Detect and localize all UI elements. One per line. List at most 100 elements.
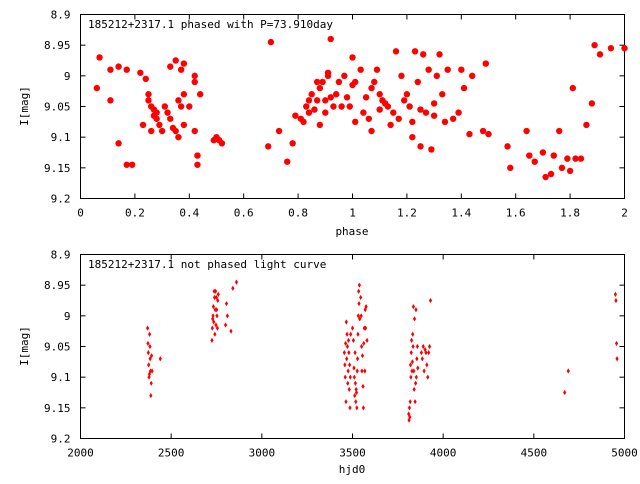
unphased-data-point (344, 319, 348, 325)
phased-data-point (542, 173, 549, 181)
phased-data-point (172, 57, 179, 64)
phased-x-tick-label: 0.2 (125, 207, 145, 220)
phased-data-point (468, 72, 476, 80)
phased-data-point (267, 38, 275, 46)
phased-data-point (371, 78, 378, 86)
phased-data-point (368, 127, 375, 135)
unphased-data-point (357, 300, 361, 307)
phased-data-point (482, 60, 489, 67)
phased-data-point (177, 66, 185, 73)
phased-data-point (572, 155, 579, 162)
phased-data-point (433, 72, 441, 80)
phased-data-point (139, 121, 147, 129)
unphased-data-point (347, 350, 351, 356)
unphased-x-tick-label: 4500 (521, 447, 548, 460)
phased-data-point (186, 103, 193, 110)
unphased-data-point (357, 288, 361, 294)
unphased-data-point (419, 350, 424, 356)
unphased-data-point (428, 297, 433, 304)
phased-data-point (319, 78, 326, 86)
phased-data-points (93, 35, 628, 181)
phased-data-point (556, 127, 563, 135)
unphased-data-point (150, 368, 154, 374)
phased-x-tick-label: 0 (77, 207, 84, 220)
unphased-data-point (343, 362, 347, 368)
unphased-plot-title: 185212+2317.1 not phased light curve (88, 258, 326, 271)
phased-data-point (191, 78, 198, 86)
phased-data-point (275, 127, 283, 135)
phased-data-point (523, 127, 530, 135)
phased-data-point (365, 115, 373, 122)
phased-data-point (343, 94, 351, 101)
unphased-data-point (211, 313, 215, 319)
unphased-data-point (348, 405, 352, 411)
unphased-data-point (355, 405, 359, 411)
unphased-y-tick-label: 9.1 (51, 371, 71, 384)
phased-data-point (324, 69, 332, 76)
phased-data-point (403, 91, 411, 98)
phased-data-point (322, 97, 329, 104)
phased-data-point (376, 91, 383, 98)
unphased-data-point (422, 368, 426, 374)
unphased-data-point (414, 374, 418, 380)
unphased-data-point (356, 331, 360, 337)
phased-data-point (316, 84, 324, 92)
unphased-data-point (410, 359, 414, 365)
phased-data-point (327, 35, 334, 43)
unphased-data-point (411, 304, 416, 310)
phased-data-point (161, 103, 169, 110)
unphased-data-points (145, 279, 619, 423)
unphased-data-point (343, 374, 347, 380)
phased-data-point (436, 51, 443, 58)
unphased-x-tick-label: 5000 (611, 447, 638, 460)
phased-data-point (368, 84, 375, 92)
unphased-data-point (211, 304, 216, 310)
unphased-data-point (347, 386, 351, 393)
phased-data-point (583, 121, 590, 129)
phased-plot-title: 185212+2317.1 phased with P=73.910day (88, 18, 333, 31)
phased-data-point (167, 63, 174, 70)
unphased-data-point (613, 291, 618, 297)
phased-data-point (292, 112, 299, 119)
phased-data-point (531, 158, 538, 165)
unphased-y-tick-label: 8.9 (51, 249, 71, 262)
unphased-data-point (408, 414, 412, 420)
unphased-data-point (420, 356, 424, 362)
unphased-data-point (359, 343, 364, 350)
phased-data-point (398, 72, 405, 80)
phased-data-point (428, 146, 435, 153)
phased-data-point (300, 118, 307, 126)
phased-data-point (360, 109, 367, 116)
unphased-x-tick-label: 4000 (430, 447, 457, 460)
phased-data-point (430, 100, 438, 107)
phased-data-point (180, 91, 188, 98)
unphased-data-point (357, 282, 361, 288)
phased-data-point (430, 112, 438, 119)
unphased-data-point (350, 325, 355, 331)
phased-data-point (550, 152, 557, 159)
unphased-x-tick-label: 3500 (339, 447, 366, 460)
unphased-data-point (355, 356, 360, 362)
unphased-data-point (351, 337, 356, 343)
unphased-data-point (408, 399, 412, 405)
unphased-data-point (214, 294, 218, 301)
phased-data-point (289, 140, 296, 147)
unphased-data-point (229, 328, 233, 334)
phased-data-point (93, 84, 101, 92)
phased-data-point (455, 109, 462, 116)
unphased-data-point (211, 316, 215, 322)
phased-data-point (409, 118, 416, 126)
unphased-data-point (352, 374, 356, 380)
phased-data-point (349, 54, 356, 61)
unphased-data-point (345, 343, 350, 350)
unphased-data-point (363, 325, 368, 331)
unphased-data-point (213, 331, 217, 337)
unphased-data-point (409, 350, 413, 356)
phased-data-point (218, 140, 226, 147)
unphased-data-point (342, 350, 346, 356)
unphased-data-point (410, 337, 414, 343)
phased-data-point (564, 155, 571, 162)
phased-data-point (558, 164, 566, 172)
phased-data-point (422, 109, 430, 116)
phased-data-point (177, 103, 185, 110)
